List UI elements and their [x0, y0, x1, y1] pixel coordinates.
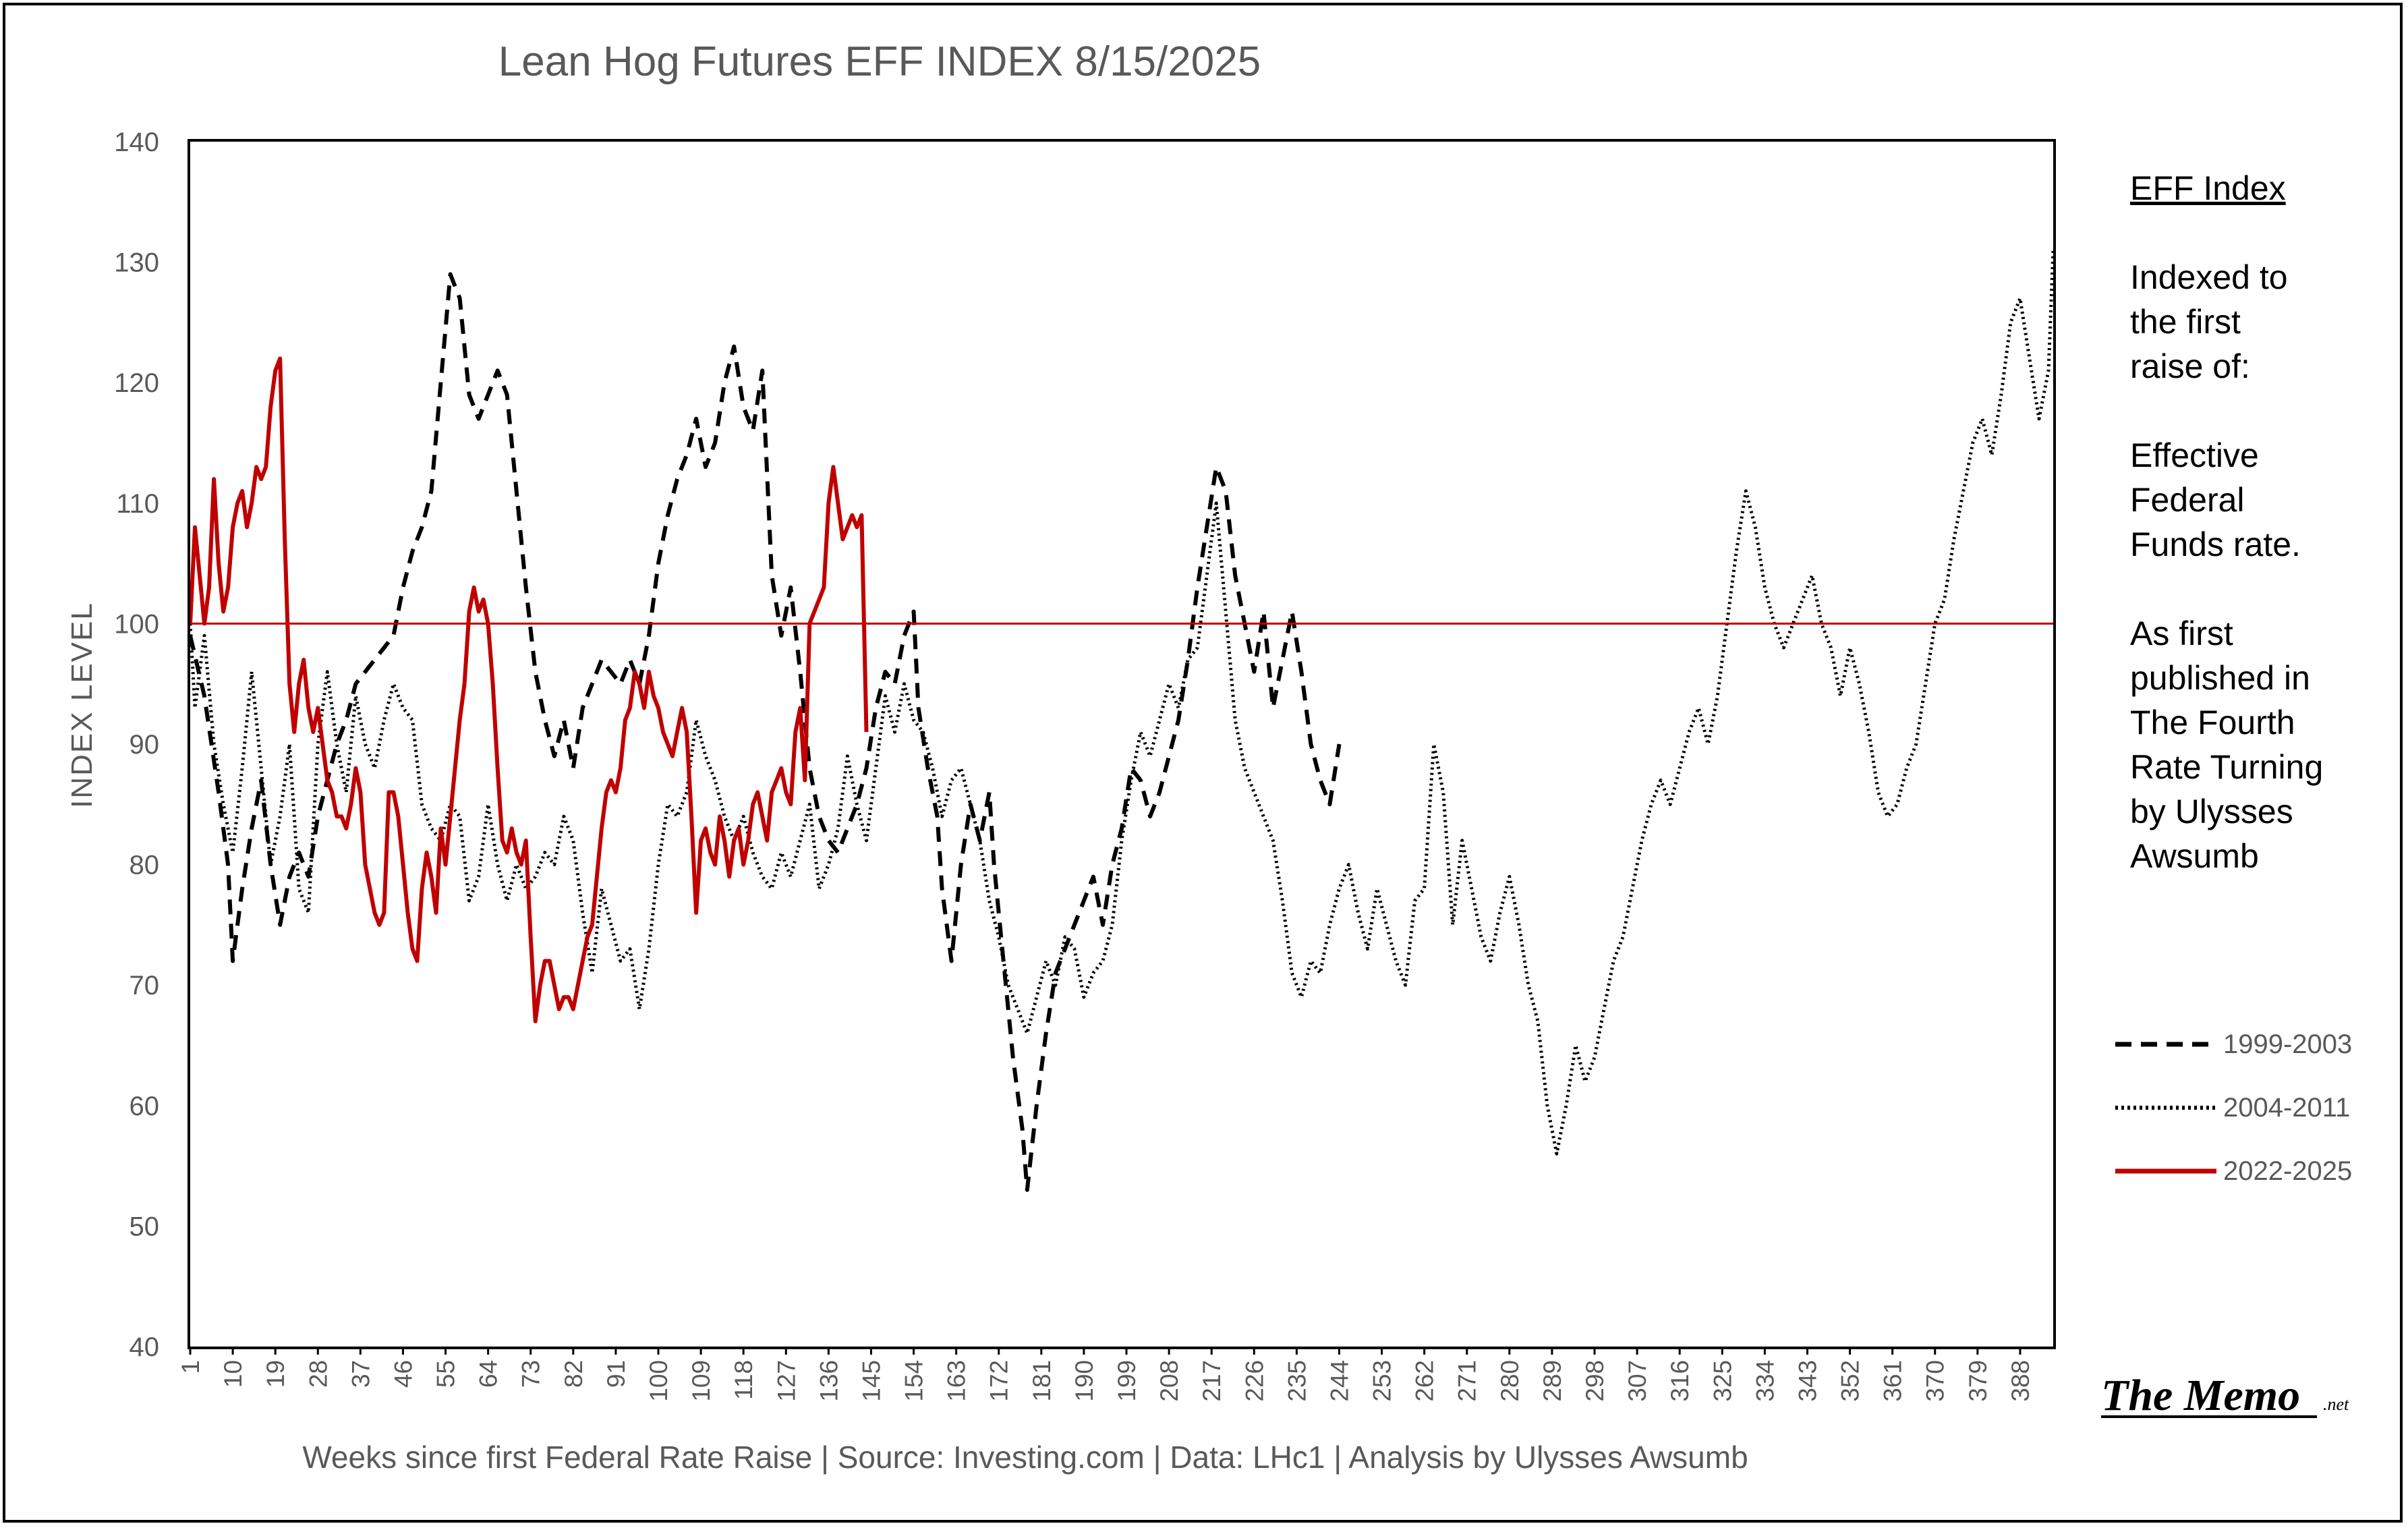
y-tick-label: 120 [114, 368, 159, 398]
x-tick-label: 217 [1198, 1360, 1226, 1402]
x-tick-label: 316 [1666, 1360, 1694, 1402]
x-tick-label: 145 [857, 1360, 885, 1402]
x-tick-label: 343 [1794, 1360, 1821, 1402]
plot-area-border [188, 139, 2056, 1349]
x-tick-label: 181 [1028, 1360, 1056, 1402]
legend-label: 2022-2025 [2223, 1156, 2352, 1186]
y-tick-label: 80 [130, 851, 160, 880]
annotation-line: Effective [2130, 436, 2259, 474]
legend: 1999-2003 2004-2011 2022-2025 [2115, 1029, 2352, 1186]
legend-label: 1999-2003 [2223, 1029, 2352, 1059]
legend-label: 2004-2011 [2223, 1093, 2350, 1123]
annotation-line: Indexed to [2130, 258, 2288, 296]
x-tick-label: 91 [602, 1360, 630, 1388]
x-tick-label: 379 [1964, 1360, 1992, 1402]
x-tick-label: 244 [1325, 1360, 1353, 1402]
y-axis-label: INDEX LEVEL [65, 602, 98, 808]
y-axis: 40 50 60 70 80 90 100 110 120 130 140 [114, 128, 159, 1362]
x-tick-label: 352 [1837, 1360, 1864, 1402]
annotation-line: the first [2130, 303, 2241, 341]
y-tick-label: 110 [116, 489, 159, 519]
brand-suffix: .net [2323, 1394, 2349, 1414]
x-tick-label: 163 [943, 1360, 971, 1402]
x-tick-label: 226 [1240, 1360, 1268, 1402]
x-tick-label: 136 [815, 1360, 842, 1402]
series-line-1999-2003 [188, 272, 1342, 1192]
x-tick-label: 235 [1283, 1360, 1311, 1402]
x-tick-label: 190 [1070, 1360, 1098, 1402]
x-tick-label: 109 [687, 1360, 715, 1402]
y-tick-label: 140 [114, 128, 159, 157]
x-tick-label: 46 [389, 1360, 417, 1388]
x-tick-label: 1 [177, 1360, 204, 1374]
annotation-block: EFF Index Indexed to the first raise of:… [2130, 169, 2323, 875]
annotation-line: Funds rate. [2130, 526, 2301, 563]
x-axis: 1 10 19 28 37 46 55 64 73 82 91 100 109 118 127 136 145 1… [177, 1347, 2034, 1402]
x-tick-label: 64 [475, 1360, 503, 1388]
annotation-line: Federal [2130, 481, 2245, 519]
y-tick-label: 90 [130, 730, 160, 760]
annotation-line: As first [2130, 615, 2233, 652]
brand-name: The Memo [2101, 1371, 2300, 1420]
y-tick-label: 70 [130, 971, 160, 1000]
series-line-2022-2025 [188, 356, 869, 1023]
x-tick-label: 370 [1922, 1360, 1949, 1402]
annotation-line: The Fourth [2130, 704, 2295, 741]
y-tick-label: 60 [130, 1092, 160, 1121]
annotation-line: Rate Turning [2130, 748, 2323, 786]
series-line-2004-2011 [188, 250, 2055, 1156]
y-tick-label: 100 [114, 609, 159, 639]
annotation-line: published in [2130, 659, 2310, 697]
x-tick-label: 28 [304, 1360, 332, 1388]
y-tick-label: 50 [130, 1212, 160, 1241]
x-tick-label: 334 [1751, 1360, 1779, 1402]
x-tick-label: 361 [1879, 1360, 1907, 1402]
x-tick-label: 37 [347, 1360, 374, 1388]
brand-logo: The Memo .net [2101, 1371, 2349, 1420]
x-tick-label: 199 [1113, 1360, 1141, 1402]
y-tick-label: 130 [114, 248, 159, 278]
x-tick-label: 253 [1369, 1360, 1396, 1402]
x-tick-label: 154 [900, 1360, 928, 1402]
x-tick-label: 388 [2007, 1360, 2034, 1402]
x-tick-label: 325 [1709, 1360, 1736, 1402]
x-tick-label: 271 [1454, 1360, 1481, 1402]
x-tick-label: 100 [645, 1360, 672, 1402]
x-tick-label: 55 [432, 1360, 460, 1388]
x-tick-label: 10 [219, 1360, 247, 1388]
x-tick-label: 307 [1624, 1360, 1651, 1402]
x-tick-label: 289 [1539, 1360, 1566, 1402]
x-tick-label: 262 [1411, 1360, 1439, 1402]
chart-frame [3, 3, 2403, 1523]
x-tick-label: 280 [1496, 1360, 1524, 1402]
x-tick-label: 172 [985, 1360, 1013, 1402]
annotation-line: raise of: [2130, 347, 2250, 385]
x-tick-label: 82 [560, 1360, 587, 1388]
annotation-line: by Ulysses [2130, 793, 2293, 830]
annotation-line: Awsumb [2130, 837, 2259, 875]
y-tick-label: 40 [130, 1332, 160, 1362]
x-tick-label: 298 [1581, 1360, 1609, 1402]
x-tick-label: 19 [262, 1360, 289, 1388]
x-tick-label: 208 [1155, 1360, 1183, 1402]
series-layer [188, 250, 2055, 1192]
chart-title: Lean Hog Futures EFF INDEX 8/15/2025 [498, 38, 1261, 85]
x-tick-label: 73 [517, 1360, 545, 1388]
x-axis-caption: Weeks since first Federal Rate Raise | S… [302, 1440, 1748, 1475]
x-tick-label: 127 [772, 1360, 800, 1402]
x-tick-label: 118 [730, 1360, 757, 1400]
annotation-heading: EFF Index [2130, 169, 2286, 207]
